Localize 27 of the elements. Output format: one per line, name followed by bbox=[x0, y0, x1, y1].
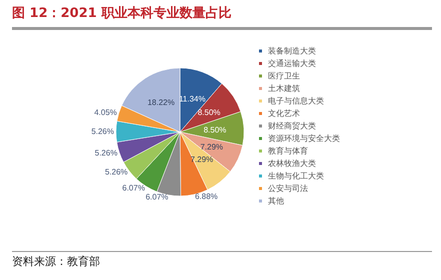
data-label: 5.26% bbox=[104, 168, 128, 177]
data-label: 6.88% bbox=[194, 192, 218, 201]
data-label: 18.22% bbox=[147, 98, 175, 108]
legend-label: 装备制造大类 bbox=[268, 46, 316, 56]
data-label: 7.29% bbox=[190, 154, 214, 164]
legend-label: 教育与体育 bbox=[268, 146, 308, 156]
legend-label: 土木建筑 bbox=[268, 84, 300, 93]
data-label: 5.26% bbox=[94, 148, 118, 158]
data-label: 7.29% bbox=[200, 142, 224, 152]
legend-label: 文化艺术 bbox=[268, 109, 300, 118]
legend-label: 农林牧渔大类 bbox=[268, 159, 316, 168]
legend-label: 生物与化工大类 bbox=[268, 172, 324, 180]
text: 资料来源：教育部 bbox=[12, 254, 100, 269]
legend-label: 财经商贸大类 bbox=[268, 122, 316, 130]
legend-label: 公安与司法 bbox=[268, 184, 308, 193]
legend-label: 其他 bbox=[268, 196, 284, 206]
legend-label: 医疗卫生 bbox=[268, 72, 300, 80]
legend-label: 资源环境与安全大类 bbox=[268, 134, 340, 143]
data-label: 8.50% bbox=[198, 108, 220, 117]
data-label: 5.26% bbox=[91, 127, 114, 136]
data-label: 6.07% bbox=[146, 192, 168, 202]
legend-label: 交通运输大类 bbox=[268, 59, 316, 68]
data-label: 4.05% bbox=[94, 108, 117, 118]
chart-title: 图 12：2021 职业本科专业数量占比 bbox=[12, 5, 232, 22]
data-label: 8.50% bbox=[204, 126, 226, 135]
legend-label: 电子与信息大类 bbox=[268, 96, 324, 106]
data-label: 6.07% bbox=[122, 183, 145, 192]
